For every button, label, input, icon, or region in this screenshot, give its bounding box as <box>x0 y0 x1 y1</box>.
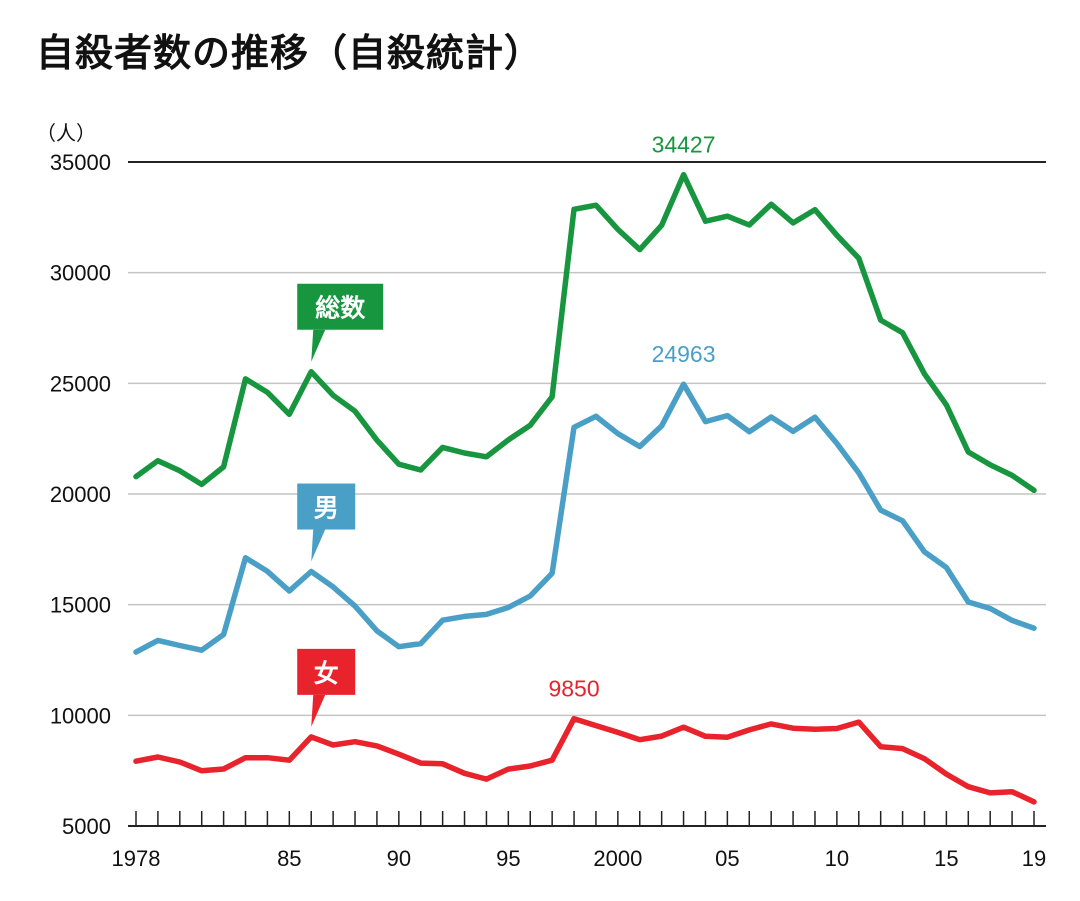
callout-box-0 <box>297 283 384 330</box>
callout-box-2 <box>297 648 356 695</box>
y-tick-label-20000: 20000 <box>50 482 111 507</box>
y-tick-label-10000: 10000 <box>50 703 111 728</box>
y-tick-label-15000: 15000 <box>50 593 111 618</box>
peak-label-0: 34427 <box>652 132 716 158</box>
series-line-0 <box>133 171 1037 494</box>
series-line-2 <box>133 715 1037 805</box>
series-line-1 <box>133 381 1037 655</box>
x-tick-label-19: 19 <box>1022 846 1046 871</box>
series-label-1: 男 <box>314 494 339 523</box>
callout-pointer-0 <box>311 329 326 362</box>
series-0 <box>133 171 1037 494</box>
x-tick-label-10: 10 <box>825 846 849 871</box>
peak-label-1: 24963 <box>652 341 716 367</box>
x-tick-label-05: 05 <box>715 846 739 871</box>
peak-label-2: 9850 <box>548 676 599 702</box>
chart-title: 自殺者数の推移（自殺統計） <box>36 31 544 75</box>
callout-box-1 <box>297 483 356 530</box>
x-tick-label-1978: 1978 <box>112 846 161 871</box>
y-tick-label-35000: 35000 <box>50 150 111 175</box>
x-tick-label-95: 95 <box>496 846 520 871</box>
x-tick-label-90: 90 <box>387 846 411 871</box>
series-label-2: 女 <box>314 659 339 688</box>
y-tick-label-30000: 30000 <box>50 261 111 286</box>
x-tick-label-85: 85 <box>277 846 301 871</box>
series-label-0: 総数 <box>315 294 366 323</box>
y-axis-unit: （人） <box>36 121 96 145</box>
callout-pointer-1 <box>311 529 326 562</box>
x-tick-label-2000: 2000 <box>593 846 642 871</box>
series-1 <box>133 381 1037 655</box>
series-2 <box>133 715 1037 805</box>
callout-pointer-2 <box>311 694 326 727</box>
y-tick-label-25000: 25000 <box>50 371 111 396</box>
y-tick-label-5000: 5000 <box>62 814 111 839</box>
x-tick-label-15: 15 <box>934 846 958 871</box>
